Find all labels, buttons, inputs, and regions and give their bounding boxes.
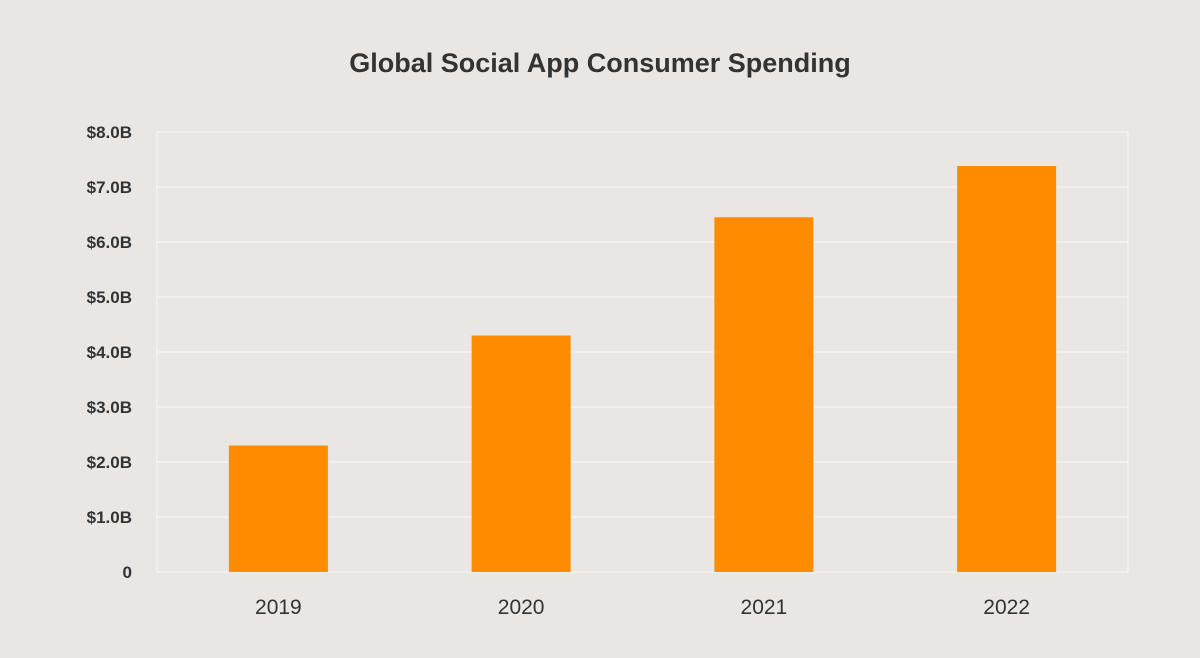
y-tick-label: $1.0B [87,508,132,527]
bars [228,166,1057,572]
bar-2019 [228,445,328,572]
y-tick-label: $2.0B [87,453,132,472]
bar-2021 [714,217,814,572]
y-tick-label: $7.0B [87,178,132,197]
y-tick-label: $5.0B [87,288,132,307]
y-tick-label: $3.0B [87,398,132,417]
y-tick-label: $8.0B [87,123,132,142]
y-tick-label: $4.0B [87,343,132,362]
x-tick-label-2019: 2019 [255,596,302,619]
y-tick-label: 0 [123,563,132,582]
chart-title: Global Social App Consumer Spending [349,48,851,78]
x-axis-tick-labels: 2019 2020 2021 2022 [255,596,1030,619]
y-tick-label: $6.0B [87,233,132,252]
x-tick-label-2020: 2020 [498,596,545,619]
bar-2020 [471,335,571,572]
y-axis-tick-labels: 0 $1.0B $2.0B $3.0B $4.0B $5.0B $6.0B $7.0B $8.0… [87,123,132,582]
x-tick-label-2021: 2021 [741,596,788,619]
bar-2022 [957,166,1057,572]
x-tick-label-2022: 2022 [983,596,1030,619]
